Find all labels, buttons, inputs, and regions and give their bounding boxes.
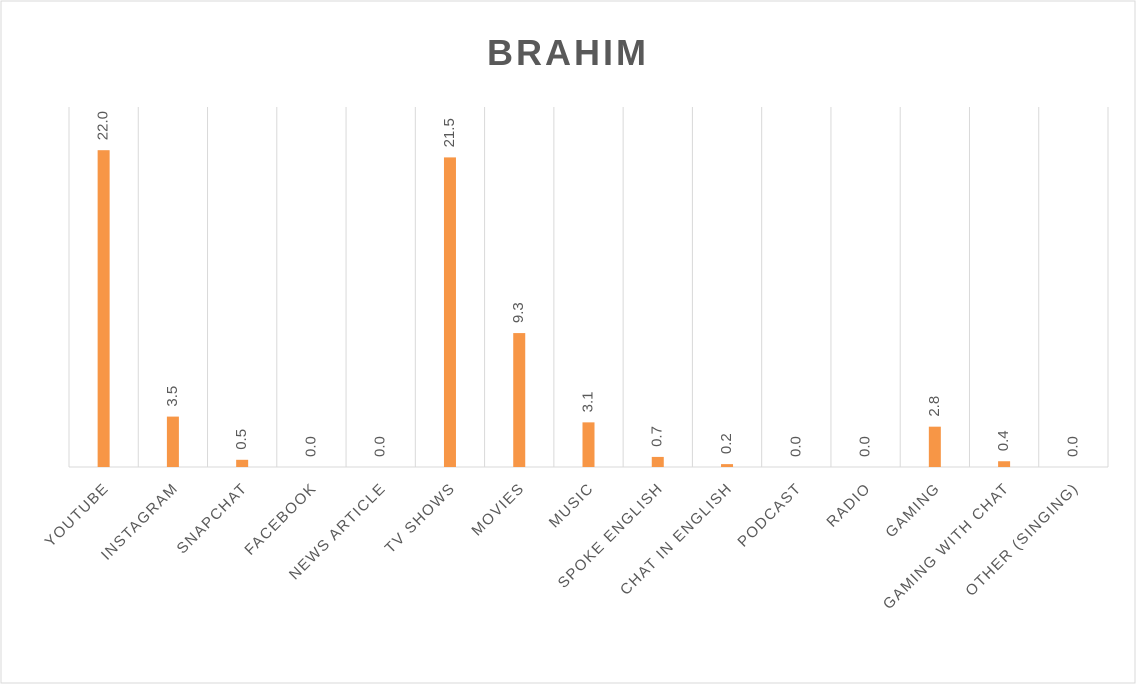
data-label: 0.7 <box>649 426 666 447</box>
data-label: 3.5 <box>164 386 181 407</box>
bar <box>166 416 179 467</box>
data-label: 0.0 <box>302 436 319 457</box>
data-label: 0.0 <box>787 436 804 457</box>
data-label: 2.8 <box>926 396 943 417</box>
data-label: 0.2 <box>718 433 735 454</box>
bar <box>443 157 456 467</box>
bar <box>928 426 941 467</box>
data-label: 0.0 <box>372 436 389 457</box>
bar <box>582 422 595 467</box>
data-label: 0.0 <box>857 436 874 457</box>
data-label: 3.1 <box>579 392 596 413</box>
bar <box>97 150 110 467</box>
data-label: 9.3 <box>510 302 527 323</box>
data-label: 22.0 <box>95 111 112 140</box>
data-label: 0.5 <box>233 429 250 450</box>
data-label: 21.5 <box>441 118 458 147</box>
data-label: 0.4 <box>995 430 1012 451</box>
data-label: 0.0 <box>1064 436 1081 457</box>
bar <box>721 464 734 467</box>
bar <box>998 461 1011 467</box>
bar <box>236 459 249 467</box>
bar <box>651 456 664 467</box>
bar <box>513 333 526 467</box>
chart-title: BRAHIM <box>487 32 649 73</box>
